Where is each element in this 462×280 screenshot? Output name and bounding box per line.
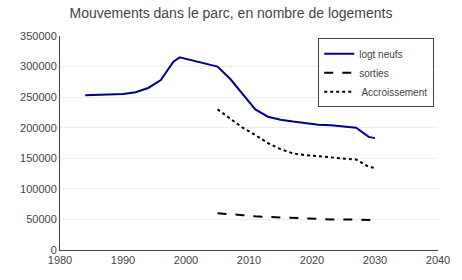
svg-text:250000: 250000 xyxy=(20,91,57,103)
svg-text:1980: 1980 xyxy=(48,254,72,266)
svg-text:0: 0 xyxy=(51,244,57,256)
svg-text:Accroissement: Accroissement xyxy=(359,87,427,98)
svg-text:2010: 2010 xyxy=(237,254,261,266)
svg-text:sorties: sorties xyxy=(359,68,388,79)
svg-text:200000: 200000 xyxy=(20,122,57,134)
svg-text:logt neufs: logt neufs xyxy=(359,49,402,60)
svg-text:2030: 2030 xyxy=(363,254,387,266)
svg-text:2040: 2040 xyxy=(426,254,450,266)
svg-text:300000: 300000 xyxy=(20,60,57,72)
svg-text:50000: 50000 xyxy=(26,213,57,225)
svg-text:Mouvements dans le parc, en no: Mouvements dans le parc, en nombre de lo… xyxy=(70,5,393,21)
svg-text:2020: 2020 xyxy=(300,254,324,266)
svg-text:350000: 350000 xyxy=(20,30,57,42)
svg-text:1990: 1990 xyxy=(111,254,135,266)
svg-text:2000: 2000 xyxy=(174,254,198,266)
svg-text:150000: 150000 xyxy=(20,152,57,164)
svg-text:100000: 100000 xyxy=(20,183,57,195)
